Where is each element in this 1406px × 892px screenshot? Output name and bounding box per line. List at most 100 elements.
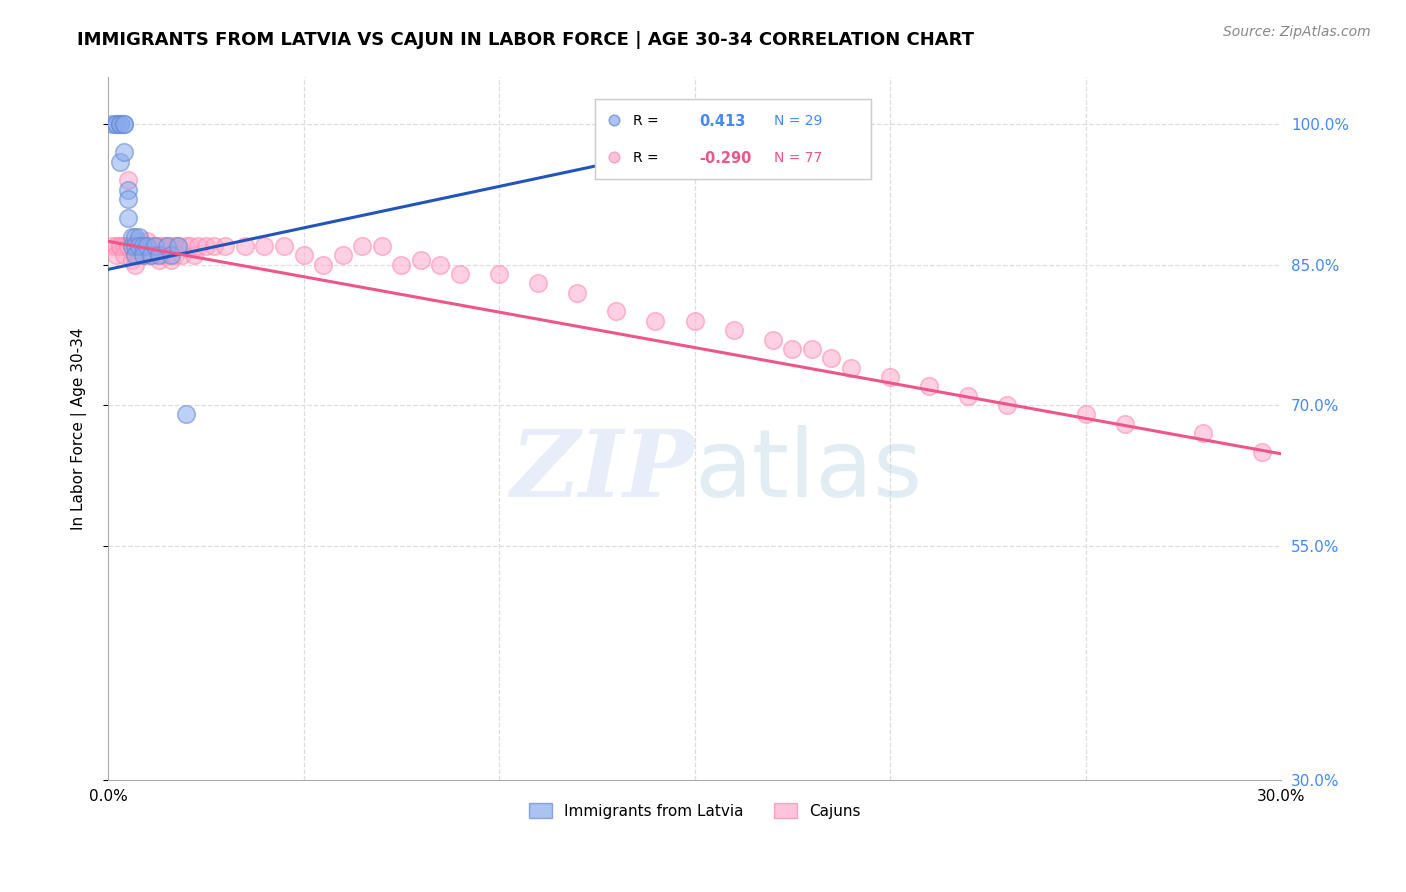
Point: [429, 258, 451, 272]
Point: [101, 117, 124, 131]
Point: [124, 239, 146, 253]
Point: [152, 239, 174, 253]
Point: [108, 239, 131, 253]
Point: [132, 239, 155, 253]
Point: [124, 239, 146, 253]
Point: [179, 239, 201, 253]
Point: [567, 285, 589, 300]
Point: [918, 379, 941, 393]
Point: [143, 248, 166, 262]
Text: Source: ZipAtlas.com: Source: ZipAtlas.com: [1223, 25, 1371, 39]
Point: [117, 183, 139, 197]
Point: [174, 408, 197, 422]
Point: [128, 229, 150, 244]
Point: [409, 252, 432, 267]
Point: [148, 248, 170, 262]
Point: [995, 398, 1018, 412]
Point: [121, 252, 143, 267]
Point: [112, 117, 135, 131]
Point: [136, 234, 159, 248]
Point: [124, 229, 146, 244]
Point: [1114, 417, 1136, 431]
Point: [156, 248, 179, 262]
Legend: Immigrants from Latvia, Cajuns: Immigrants from Latvia, Cajuns: [523, 797, 866, 824]
Point: [723, 323, 745, 337]
Point: [139, 248, 162, 262]
Point: [104, 239, 127, 253]
Point: [159, 239, 181, 253]
Point: [136, 248, 159, 262]
Point: [183, 248, 205, 262]
Point: [389, 258, 412, 272]
Point: [108, 117, 131, 131]
Point: [1074, 408, 1097, 422]
Point: [527, 277, 550, 291]
Point: [112, 117, 135, 131]
Point: [172, 248, 194, 262]
Text: IMMIGRANTS FROM LATVIA VS CAJUN IN LABOR FORCE | AGE 30-34 CORRELATION CHART: IMMIGRANTS FROM LATVIA VS CAJUN IN LABOR…: [77, 31, 974, 49]
Point: [121, 239, 143, 253]
Point: [253, 239, 276, 253]
Point: [108, 239, 131, 253]
Point: [104, 117, 127, 131]
Point: [352, 239, 374, 253]
Point: [879, 370, 901, 384]
Point: [139, 239, 162, 253]
Point: [800, 342, 823, 356]
Point: [104, 248, 127, 262]
Point: [112, 248, 135, 262]
Point: [312, 258, 335, 272]
Point: [167, 239, 190, 253]
Point: [202, 239, 225, 253]
Point: [128, 248, 150, 262]
Point: [163, 248, 186, 262]
Point: [101, 239, 124, 253]
Point: [159, 252, 181, 267]
Point: [143, 239, 166, 253]
Point: [108, 117, 131, 131]
Point: [292, 248, 315, 262]
Point: [957, 389, 980, 403]
Point: [839, 360, 862, 375]
Point: [112, 145, 135, 160]
Point: [167, 239, 190, 253]
Point: [644, 314, 666, 328]
Point: [214, 239, 236, 253]
Text: atlas: atlas: [695, 425, 922, 516]
Point: [449, 267, 471, 281]
Point: [605, 304, 627, 318]
Point: [371, 239, 394, 253]
Point: [143, 239, 166, 253]
Point: [121, 229, 143, 244]
Y-axis label: In Labor Force | Age 30-34: In Labor Force | Age 30-34: [72, 327, 87, 530]
Point: [117, 173, 139, 187]
Point: [332, 248, 354, 262]
Point: [117, 211, 139, 225]
Point: [782, 342, 804, 356]
Point: [152, 248, 174, 262]
Point: [273, 239, 295, 253]
Point: [159, 248, 181, 262]
Point: [136, 239, 159, 253]
Point: [124, 258, 146, 272]
Point: [148, 239, 170, 253]
Point: [762, 333, 785, 347]
Point: [117, 192, 139, 206]
Point: [117, 239, 139, 253]
Point: [156, 239, 179, 253]
Point: [112, 239, 135, 253]
Point: [108, 154, 131, 169]
Point: [132, 248, 155, 262]
Point: [233, 239, 256, 253]
Point: [104, 117, 127, 131]
Point: [187, 239, 209, 253]
Point: [128, 234, 150, 248]
Point: [121, 239, 143, 253]
Point: [139, 248, 162, 262]
Text: ZIP: ZIP: [510, 425, 695, 516]
Point: [124, 248, 146, 262]
Point: [132, 248, 155, 262]
Point: [1192, 426, 1215, 441]
Point: [128, 239, 150, 253]
Point: [488, 267, 510, 281]
